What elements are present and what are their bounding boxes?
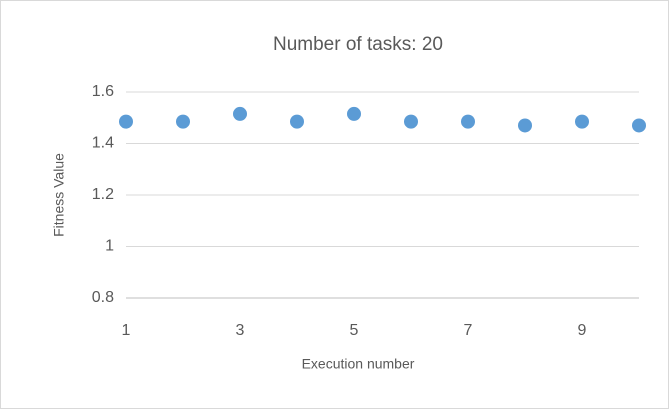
data-point — [632, 118, 646, 133]
chart-title: Number of tasks: 20 — [273, 34, 443, 55]
data-point — [518, 118, 532, 133]
y-axis-label: Fitness Value — [51, 153, 67, 237]
x-axis-label: Execution number — [302, 356, 415, 372]
data-point — [575, 114, 589, 129]
y-tick-label: 1.6 — [92, 83, 114, 100]
data-point — [290, 114, 304, 129]
x-tick-label: 1 — [122, 322, 131, 339]
y-tick-label: 1 — [105, 238, 114, 255]
data-point — [461, 114, 475, 129]
data-point — [404, 114, 418, 129]
x-tick-label: 9 — [578, 322, 587, 339]
data-point — [119, 114, 133, 129]
data-point — [176, 114, 190, 129]
x-tick-label: 7 — [464, 322, 473, 339]
y-tick-label: 1.2 — [92, 186, 114, 203]
x-tick-label: 5 — [350, 322, 359, 339]
data-point — [233, 106, 247, 121]
y-tick-label: 0.8 — [92, 289, 114, 306]
y-tick-label: 1.4 — [92, 135, 114, 152]
data-point — [347, 106, 361, 121]
x-tick-label: 3 — [236, 322, 245, 339]
